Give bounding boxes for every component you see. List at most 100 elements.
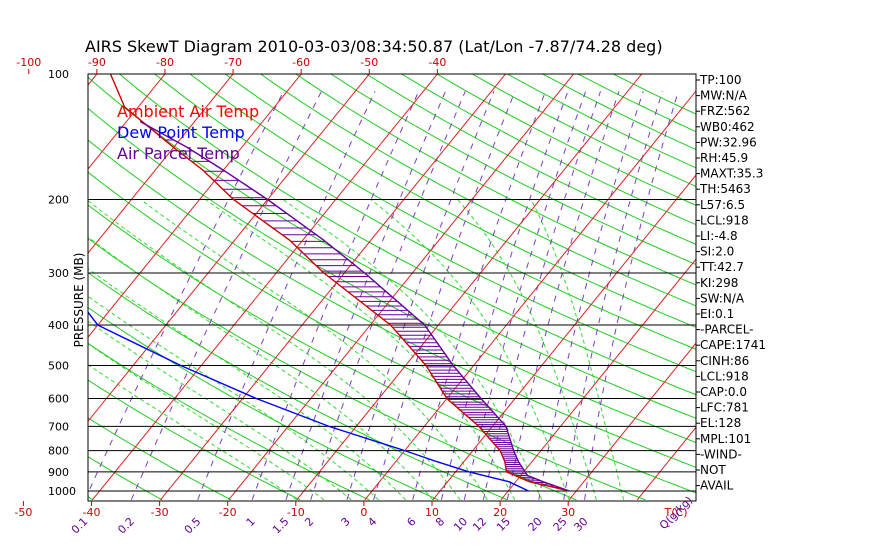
sounding-profiles bbox=[88, 74, 570, 492]
dry-adiabat bbox=[224, 74, 696, 328]
sounding-index: CAP:0.0 bbox=[700, 385, 747, 399]
dry-adiabat bbox=[88, 204, 646, 501]
pressure-tick-label: 800 bbox=[48, 445, 69, 458]
bottom-temp-tick-label: 10 bbox=[425, 506, 439, 519]
moist-adiabat bbox=[530, 199, 625, 500]
temp-unit-label: T(C) bbox=[664, 506, 688, 519]
dry-adiabat bbox=[88, 271, 508, 501]
mixing-ratio-line bbox=[346, 91, 495, 500]
bottom-temp-tick-label: -10 bbox=[287, 506, 305, 519]
isotherm bbox=[88, 74, 234, 254]
mixing-ratio-line bbox=[285, 91, 447, 500]
y-axis-label: PRESSURE (MB) bbox=[72, 253, 86, 348]
isotherm bbox=[88, 74, 98, 86]
dry-adiabat bbox=[88, 171, 696, 494]
sounding-index: TT:42.7 bbox=[699, 260, 744, 274]
dry-adiabat bbox=[88, 456, 163, 501]
mixing-ratio-unit-label: Q(g/kg) bbox=[657, 494, 695, 532]
mixing-ratio-line bbox=[482, 91, 601, 500]
plot-frame bbox=[87, 73, 697, 502]
mixing-ratio-label: 10 bbox=[451, 515, 470, 534]
dry-adiabat bbox=[400, 74, 696, 226]
top-temp-tick-label: -40 bbox=[428, 56, 446, 69]
dry-adiabat bbox=[88, 237, 577, 501]
bottom-temp-tick-label: -20 bbox=[219, 506, 237, 519]
top-temp-tick-label: -50 bbox=[360, 56, 378, 69]
top-temp-tick-label: -80 bbox=[156, 56, 174, 69]
dry-adiabat bbox=[365, 74, 696, 245]
sounding-index: LCL:918 bbox=[700, 213, 749, 227]
sounding-index: EI:0.1 bbox=[700, 307, 734, 321]
pressure-tick-label: 700 bbox=[48, 420, 69, 433]
bottom-temp-tick-label: 20 bbox=[493, 506, 507, 519]
legend: Ambient Air Temp Dew Point Temp Air Parcel… bbox=[117, 102, 259, 163]
sounding-index: RH:45.9 bbox=[700, 151, 748, 165]
bottom-temp-tick-label: 30 bbox=[561, 506, 575, 519]
moist-adiabat bbox=[88, 267, 407, 501]
mixing-ratio-label: 3 bbox=[339, 515, 353, 529]
mixing-ratio-line bbox=[506, 91, 620, 500]
pressure-tick-label: 100 bbox=[48, 68, 69, 81]
sounding-index: SW:N/A bbox=[700, 291, 745, 305]
isotherm bbox=[500, 258, 696, 501]
mixing-ratio-line bbox=[251, 91, 420, 500]
pressure-tick-label: 900 bbox=[48, 466, 69, 479]
dry-adiabat bbox=[88, 379, 301, 501]
sounding-index: MAXT:35.3 bbox=[700, 167, 763, 181]
top-temp-tick-label: -60 bbox=[292, 56, 310, 69]
bottom-temp-tick-label: 0 bbox=[360, 506, 367, 519]
mixing-ratio-label: 1 bbox=[244, 515, 258, 529]
moist-adiabat bbox=[88, 295, 379, 501]
isotherm bbox=[88, 74, 302, 338]
sounding-index: CAPE:1741 bbox=[700, 338, 766, 352]
moist-adiabat bbox=[282, 199, 543, 501]
chart-title: AIRS SkewT Diagram 2010-03-03/08:34:50.8… bbox=[85, 37, 663, 56]
dry-adiabat bbox=[88, 306, 439, 501]
pressure-tick-label: 200 bbox=[48, 194, 69, 207]
sounding-index: AVAIL bbox=[700, 479, 734, 493]
bottom-temp-tick-label: -40 bbox=[83, 506, 101, 519]
sounding-index: L57:6.5 bbox=[700, 198, 745, 212]
sounding-index: SI:2.0 bbox=[700, 245, 734, 259]
dry-adiabat bbox=[471, 74, 696, 187]
dry-adiabat bbox=[88, 107, 696, 444]
dry-adiabat bbox=[88, 417, 232, 501]
isotherm bbox=[296, 74, 643, 501]
moist-adiabat bbox=[205, 199, 516, 501]
mixing-ratio-line bbox=[440, 91, 569, 500]
legend-item: Ambient Air Temp bbox=[117, 102, 259, 121]
sounding-index: WB0:462 bbox=[700, 120, 755, 134]
legend-item: Dew Point Temp bbox=[117, 123, 245, 142]
plot-border bbox=[87, 73, 697, 502]
dry-adiabat bbox=[189, 74, 696, 350]
moist-adiabat bbox=[457, 199, 597, 500]
isotherm bbox=[92, 74, 439, 501]
mixing-ratio-label: 20 bbox=[526, 515, 545, 534]
pressure-tick-label: 300 bbox=[48, 267, 69, 280]
moist-adiabat bbox=[88, 236, 434, 501]
sounding-index: LCL:918 bbox=[700, 369, 749, 383]
sounding-index: KI:298 bbox=[700, 276, 738, 290]
sounding-index: MPL:101 bbox=[700, 432, 751, 446]
dry-adiabat bbox=[88, 76, 696, 419]
sounding-index: NOT bbox=[700, 463, 726, 477]
sounding-index: TP:100 bbox=[699, 73, 742, 87]
mixing-ratio-line bbox=[310, 91, 466, 500]
isotherm bbox=[228, 74, 575, 501]
sounding-index: EL:128 bbox=[700, 416, 741, 430]
moist-adiabat bbox=[88, 200, 461, 501]
sounding-index: TH:5463 bbox=[699, 182, 751, 196]
mixing-ratio-label: 0.5 bbox=[182, 515, 204, 537]
top-temp-tick-label: -70 bbox=[224, 56, 242, 69]
mixing-ratio-line bbox=[538, 91, 644, 500]
mixing-ratio-label: 8 bbox=[433, 515, 447, 529]
mixing-ratio-line bbox=[563, 91, 663, 500]
isotherm bbox=[88, 74, 370, 423]
top-temp-tick-label: -90 bbox=[88, 56, 106, 69]
pressure-tick-label: 500 bbox=[48, 359, 69, 372]
dry-adiabat bbox=[294, 74, 696, 286]
pressure-tick-label: 400 bbox=[48, 319, 69, 332]
pressure-tick-label: 600 bbox=[48, 392, 69, 405]
